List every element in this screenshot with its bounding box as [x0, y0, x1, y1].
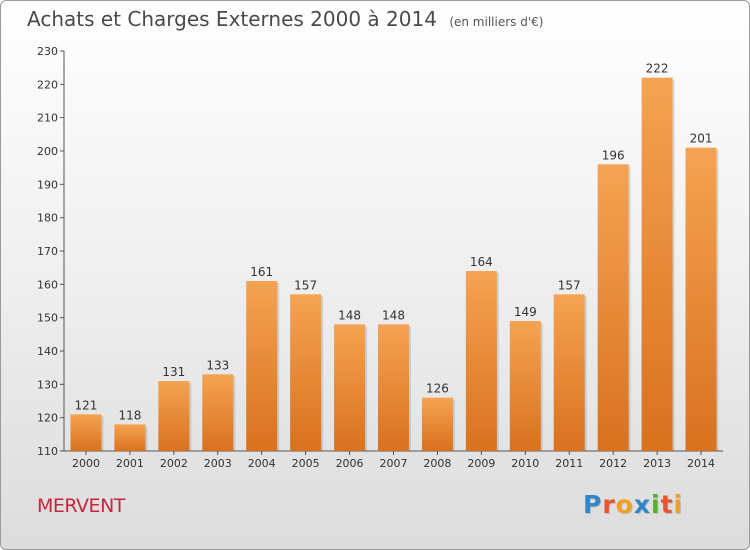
bar-value-label: 148: [338, 308, 361, 322]
x-tick-label: 2014: [687, 457, 715, 470]
bar-value-label: 148: [382, 308, 405, 322]
x-tick-label: 2008: [423, 457, 451, 470]
y-tick-label: 200: [37, 145, 58, 158]
bar-value-label: 133: [206, 358, 229, 372]
bar-value-label: 157: [558, 278, 581, 292]
logo-letter: t: [660, 490, 674, 519]
y-tick-label: 230: [37, 45, 58, 58]
x-tick-label: 2000: [72, 457, 100, 470]
chart-title: Achats et Charges Externes 2000 à 2014 (…: [27, 7, 543, 31]
bar: [553, 294, 585, 451]
bar-value-label: 161: [250, 265, 273, 279]
y-tick-label: 130: [37, 378, 58, 391]
bar: [290, 294, 322, 451]
bar-value-label: 126: [426, 382, 449, 396]
x-tick-label: 2010: [511, 457, 539, 470]
logo-letter: o: [615, 490, 634, 519]
chart-title-text: Achats et Charges Externes 2000 à 2014: [27, 7, 437, 31]
logo-letter: i: [651, 490, 661, 519]
x-tick-label: 2003: [204, 457, 232, 470]
bar-value-label: 196: [602, 148, 625, 162]
y-tick-label: 120: [37, 412, 58, 425]
bar: [378, 324, 409, 451]
bar: [509, 321, 541, 451]
logo-letter: x: [633, 490, 651, 519]
bar: [70, 414, 102, 451]
y-tick-label: 140: [37, 345, 58, 358]
x-tick-label: 2006: [336, 457, 364, 470]
bar-value-label: 121: [75, 398, 98, 412]
logo-letter: r: [602, 490, 616, 519]
y-tick-label: 210: [37, 112, 58, 125]
commune-name: MERVENT: [37, 495, 125, 517]
bar-value-label: 222: [646, 62, 669, 76]
y-tick-label: 160: [37, 278, 58, 291]
bar: [202, 374, 234, 451]
x-tick-label: 2009: [467, 457, 495, 470]
x-tick-label: 2007: [380, 457, 408, 470]
logo-letter: P: [583, 490, 603, 519]
y-tick-label: 150: [37, 312, 58, 325]
y-tick-label: 190: [37, 178, 58, 191]
bar: [465, 271, 497, 451]
x-tick-label: 2004: [248, 457, 276, 470]
x-tick-label: 2001: [116, 457, 144, 470]
bar: [114, 424, 146, 451]
bar-value-label: 201: [690, 132, 713, 146]
proxiti-logo: Proxiti: [583, 490, 683, 519]
bar: [158, 381, 190, 451]
bar: [597, 164, 629, 452]
bar: [246, 281, 278, 451]
chart-subtitle: (en milliers d'€): [449, 15, 544, 29]
bar-value-label: 157: [294, 278, 317, 292]
bar: [685, 147, 717, 451]
y-tick-label: 170: [37, 245, 58, 258]
bar: [421, 397, 453, 451]
bar: [641, 77, 673, 452]
bar-value-label: 149: [514, 305, 537, 319]
logo-letter: i: [673, 490, 684, 519]
x-tick-label: 2005: [292, 457, 320, 470]
x-tick-label: 2002: [160, 457, 188, 470]
y-tick-label: 220: [37, 78, 58, 91]
y-tick-label: 110: [37, 445, 58, 458]
x-tick-label: 2012: [599, 457, 627, 470]
x-tick-label: 2013: [643, 457, 671, 470]
bar: [334, 324, 366, 451]
y-tick-label: 180: [37, 212, 58, 225]
x-tick-label: 2011: [555, 457, 583, 470]
bar-value-label: 164: [470, 255, 493, 269]
bar-value-label: 131: [162, 365, 185, 379]
bar-value-label: 118: [118, 408, 141, 422]
